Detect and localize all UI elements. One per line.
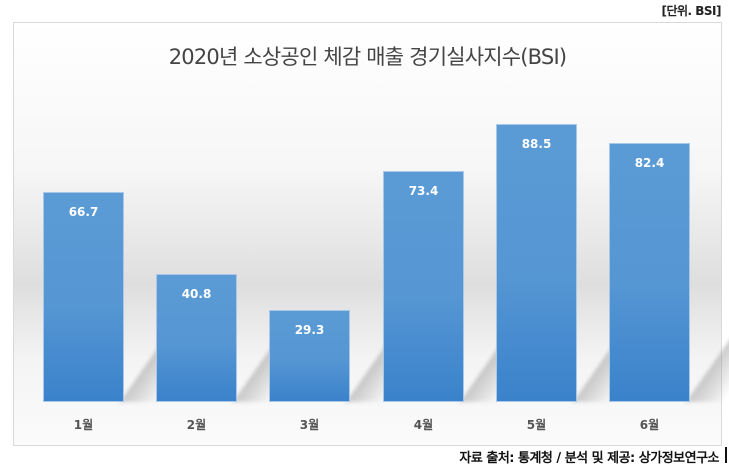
chart-title: 2020년 소상공인 체감 매출 경기실사지수(BSI) — [168, 45, 567, 69]
x-axis-label: 4월 — [413, 418, 434, 432]
bar-5: 88.5 — [496, 124, 577, 402]
data-label: 73.4 — [408, 184, 439, 198]
bar-2: 40.8 — [156, 274, 237, 402]
data-label: 40.8 — [181, 287, 212, 301]
bar-4: 73.4 — [383, 171, 464, 402]
x-axis-label: 3월 — [299, 418, 320, 432]
source-caption: 자료 출처: 통계청 / 분석 및 제공: 상가정보연구소 — [459, 451, 719, 466]
unit-label: [단위. BSI] — [661, 4, 721, 18]
bar-1: 66.7 — [43, 192, 124, 402]
data-label: 29.3 — [294, 323, 325, 337]
bar-3: 29.3 — [269, 310, 350, 402]
text-cursor — [725, 447, 727, 463]
data-label: 88.5 — [521, 137, 552, 151]
x-axis-label: 1월 — [73, 418, 94, 432]
bar-6: 82.4 — [609, 143, 690, 402]
x-axis-label: 2월 — [186, 418, 207, 432]
x-axis-label: 6월 — [639, 418, 660, 432]
x-axis-label: 5월 — [526, 418, 547, 432]
data-label: 66.7 — [68, 205, 99, 219]
data-label: 82.4 — [634, 156, 665, 170]
